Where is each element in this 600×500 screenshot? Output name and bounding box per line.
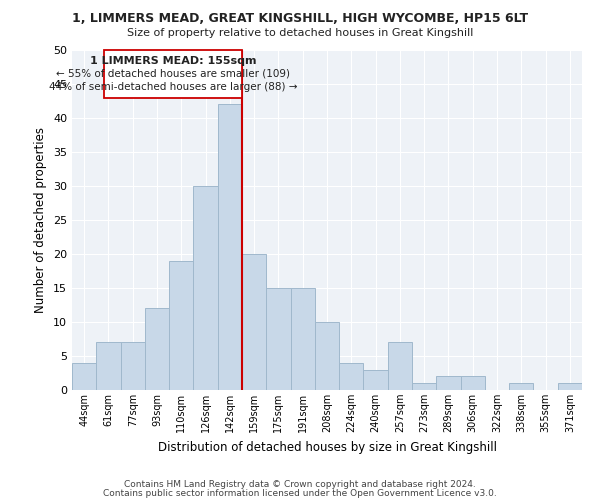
Bar xyxy=(315,322,339,390)
Bar xyxy=(193,186,218,390)
Bar xyxy=(412,383,436,390)
Bar xyxy=(436,376,461,390)
Bar xyxy=(218,104,242,390)
Text: 1, LIMMERS MEAD, GREAT KINGSHILL, HIGH WYCOMBE, HP15 6LT: 1, LIMMERS MEAD, GREAT KINGSHILL, HIGH W… xyxy=(72,12,528,26)
Bar xyxy=(72,363,96,390)
Text: 1 LIMMERS MEAD: 155sqm: 1 LIMMERS MEAD: 155sqm xyxy=(89,56,256,66)
Bar xyxy=(121,342,145,390)
Text: Contains public sector information licensed under the Open Government Licence v3: Contains public sector information licen… xyxy=(103,489,497,498)
Text: 44% of semi-detached houses are larger (88) →: 44% of semi-detached houses are larger (… xyxy=(49,82,297,92)
Text: ← 55% of detached houses are smaller (109): ← 55% of detached houses are smaller (10… xyxy=(56,69,290,79)
Text: Size of property relative to detached houses in Great Kingshill: Size of property relative to detached ho… xyxy=(127,28,473,38)
Bar xyxy=(145,308,169,390)
FancyBboxPatch shape xyxy=(104,50,242,98)
Bar xyxy=(169,261,193,390)
X-axis label: Distribution of detached houses by size in Great Kingshill: Distribution of detached houses by size … xyxy=(157,440,497,454)
Bar xyxy=(266,288,290,390)
Y-axis label: Number of detached properties: Number of detached properties xyxy=(34,127,47,313)
Bar xyxy=(290,288,315,390)
Bar xyxy=(339,363,364,390)
Text: Contains HM Land Registry data © Crown copyright and database right 2024.: Contains HM Land Registry data © Crown c… xyxy=(124,480,476,489)
Bar xyxy=(558,383,582,390)
Bar xyxy=(96,342,121,390)
Bar xyxy=(509,383,533,390)
Bar xyxy=(388,342,412,390)
Bar xyxy=(461,376,485,390)
Bar xyxy=(364,370,388,390)
Bar xyxy=(242,254,266,390)
